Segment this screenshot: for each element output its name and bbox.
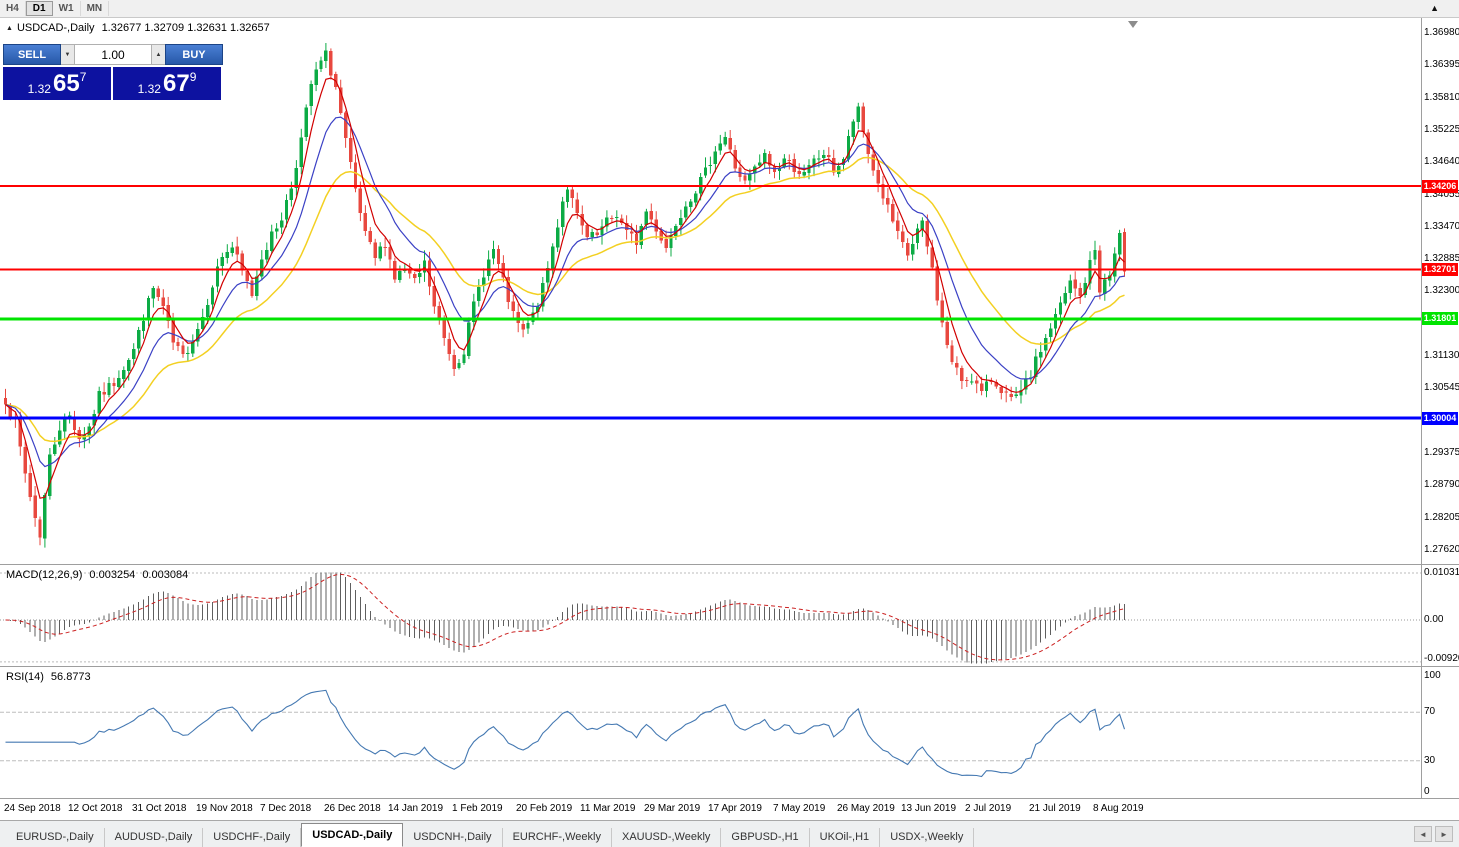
chart-tab-usdchf-daily[interactable]: USDCHF-,Daily [203,828,302,847]
axis-date-label: 12 Oct 2018 [68,803,123,814]
macd-scale-label: 0.00 [1424,614,1444,625]
axis-date-label: 29 Mar 2019 [644,803,701,814]
price-tick-label: 1.31130 [1424,350,1459,361]
timeframe-button-d1[interactable]: D1 [25,1,53,16]
chart-tab-usdcnh-daily[interactable]: USDCNH-,Daily [403,828,503,847]
chart-tab-ukoil-h1[interactable]: UKOil-,H1 [810,828,881,847]
price-tick-label: 1.32885 [1424,253,1459,264]
axis-date-label: 13 Jun 2019 [901,803,957,814]
price-level-badge: 1.30004 [1422,412,1458,425]
axis-date-label: 20 Feb 2019 [516,803,573,814]
price-tick-label: 1.28790 [1424,479,1459,490]
macd-main-value: 0.003254 [89,569,136,581]
buy-price-point: 9 [189,70,197,84]
axis-date-label: 24 Sep 2018 [4,803,61,814]
price-level-badge: 1.34206 [1422,180,1458,193]
macd-rsi-splitter[interactable] [0,666,1459,667]
price-tick-label: 1.30545 [1424,382,1459,393]
buy-price-head: 1.32 [137,82,161,96]
macd-signal-value: 0.003084 [142,569,189,581]
one-click-collapse-icon[interactable]: ▲ [6,25,13,32]
axis-date-label: 26 Dec 2018 [324,803,381,814]
axis-date-label: 1 Feb 2019 [452,803,503,814]
macd-scale-label: 0.010311 [1424,567,1459,578]
axis-date-label: 19 Nov 2018 [196,803,253,814]
sell-price-head: 1.32 [27,82,51,96]
axis-date-label: 2 Jul 2019 [965,803,1012,814]
axis-date-label: 11 Mar 2019 [580,803,636,814]
rsi-value: 56.8773 [50,671,91,683]
axis-date-label: 17 Apr 2019 [708,803,762,814]
buy-price-display[interactable]: 1.32 67 9 [113,67,221,100]
timeframe-button-h4[interactable]: H4 [0,1,26,16]
price-tick-label: 1.35810 [1424,92,1459,103]
axis-date-label: 21 Jul 2019 [1029,803,1081,814]
chart-tab-usdcad-daily[interactable]: USDCAD-,Daily [301,823,404,847]
price-scale-separator [1421,17,1422,798]
price-tick-label: 1.36395 [1424,59,1459,70]
chart-header: ▲ USDCAD-,Daily 1.32677 1.32709 1.32631 1.… [6,22,270,34]
price-level-badge: 1.31801 [1422,312,1458,325]
axis-date-label: 7 May 2019 [773,803,826,814]
macd-header: MACD(12,26,9) 0.003254 0.003084 [6,569,195,581]
price-tick-label: 1.27620 [1424,544,1459,555]
buy-button[interactable]: BUY [165,44,223,65]
volume-increase-button[interactable]: ▲ [152,44,165,65]
buy-price-pips: 67 [162,69,190,97]
price-tick-label: 1.36980 [1424,27,1459,38]
chart-tab-gbpusd-h1[interactable]: GBPUSD-,H1 [721,828,810,847]
price-tick-label: 1.28205 [1424,512,1459,523]
scroll-top-button[interactable]: ▲ [1430,3,1439,13]
chart-tab-usdx-weekly[interactable]: USDX-,Weekly [880,828,975,847]
price-tick-label: 1.34640 [1424,156,1459,167]
price-tick-label: 1.33470 [1424,221,1459,232]
volume-input[interactable] [74,44,152,65]
rsi-dateaxis-splitter [0,798,1459,799]
axis-date-label: 8 Aug 2019 [1093,803,1144,814]
price-tick-label: 1.29375 [1424,447,1459,458]
rsi-title: RSI(14) [6,671,44,683]
axis-date-label: 31 Oct 2018 [132,803,187,814]
chart-tab-eurchf-weekly[interactable]: EURCHF-,Weekly [503,828,612,847]
macd-title: MACD(12,26,9) [6,569,83,581]
rsi-scale-label: 70 [1424,706,1436,717]
timeframe-button-mn[interactable]: MN [81,1,110,16]
chart-macd-splitter[interactable] [0,564,1459,565]
tabs-scroll-right-button[interactable]: ► [1435,826,1453,842]
price-tick-label: 1.35225 [1424,124,1459,135]
axis-date-label: 26 May 2019 [837,803,895,814]
chart-tab-xauusd-weekly[interactable]: XAUUSD-,Weekly [612,828,722,847]
rsi-header: RSI(14) 56.8773 [6,671,98,683]
volume-decrease-button[interactable]: ▼ [61,44,74,65]
rsi-scale-label: 30 [1424,755,1436,766]
chart-tab-audusd-daily[interactable]: AUDUSD-,Daily [105,828,204,847]
rsi-scale-label: 100 [1424,670,1441,681]
sell-button[interactable]: SELL [3,44,61,65]
axis-date-label: 14 Jan 2019 [388,803,444,814]
price-level-badge: 1.32701 [1422,263,1458,276]
sell-price-pips: 65 [52,69,80,97]
macd-scale-label: -0.00920 [1424,653,1459,664]
sell-price-display[interactable]: 1.32 65 7 [3,67,111,100]
one-click-trading-widget: SELL ▼ ▲ BUY 1.32 65 7 1.32 67 9 [3,44,223,100]
chart-ohlc-values: 1.32677 1.32709 1.32631 1.32657 [101,22,270,34]
rsi-scale-label: 0 [1424,786,1430,797]
timeframe-toolbar: H4 D1 W1 MN ▲ [0,0,1459,18]
sell-price-point: 7 [79,70,87,84]
chart-tab-eurusd-daily[interactable]: EURUSD-,Daily [6,828,105,847]
timeframe-button-w1[interactable]: W1 [53,1,81,16]
price-tick-label: 1.34055 [1424,189,1459,200]
chart-tabbar: EURUSD-,Daily AUDUSD-,Daily USDCHF-,Daily U… [0,820,1459,847]
axis-date-label: 7 Dec 2018 [260,803,312,814]
tabs-scroll-left-button[interactable]: ◄ [1414,826,1432,842]
price-tick-label: 1.32300 [1424,285,1459,296]
chart-symbol-label: USDCAD-,Daily [16,22,95,34]
